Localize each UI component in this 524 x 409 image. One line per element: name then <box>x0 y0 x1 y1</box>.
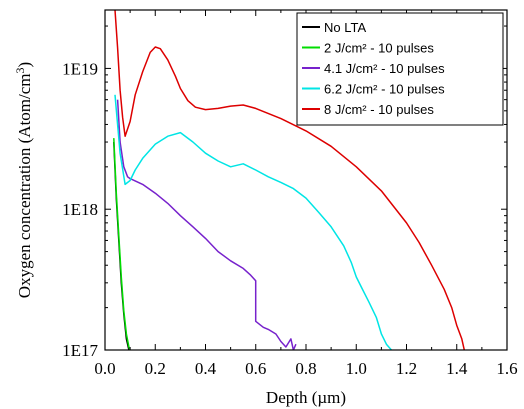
legend: No LTA 2 J/cm² - 10 pulses 4.1 J/cm² - 10 … <box>296 12 504 126</box>
x-tick-label: 0.0 <box>94 359 115 378</box>
x-tick-label: 0.6 <box>245 359 266 378</box>
series-line-2 <box>116 99 297 350</box>
x-tick-label: 0.8 <box>295 359 316 378</box>
legend-box <box>296 12 504 126</box>
y-tick-label: 1E19 <box>62 59 98 78</box>
x-axis-label: Depth (µm) <box>266 388 346 407</box>
series-line-4 <box>114 10 466 350</box>
y-tick-label: 1E18 <box>62 200 98 219</box>
x-tick-label: 1.0 <box>346 359 367 378</box>
legend-entry: 8 J/cm² - 10 pulses <box>324 102 434 117</box>
series-line-3 <box>114 94 392 350</box>
legend-entry: 6.2 J/cm² - 10 pulses <box>324 82 445 97</box>
series-line-1 <box>113 138 131 350</box>
legend-entry: 2 J/cm² - 10 pulses <box>324 41 434 56</box>
x-tick-label: 0.4 <box>195 359 217 378</box>
y-axis-label: Oxygen concentration (Atom/cm3) <box>13 62 34 298</box>
tick-layer: 0.0 0.2 0.4 0.6 0.8 1.0 1.2 1.4 1.6 1E17 1E18 1E19 <box>62 10 518 378</box>
x-tick-label: 1.6 <box>496 359 517 378</box>
legend-entry: No LTA <box>324 20 366 35</box>
legend-entry: 4.1 J/cm² - 10 pulses <box>324 61 445 76</box>
x-tick-label: 0.2 <box>145 359 166 378</box>
series-layer <box>113 10 466 350</box>
y-tick-label: 1E17 <box>62 341 98 360</box>
x-tick-label: 1.2 <box>396 359 417 378</box>
x-tick-label: 1.4 <box>446 359 468 378</box>
